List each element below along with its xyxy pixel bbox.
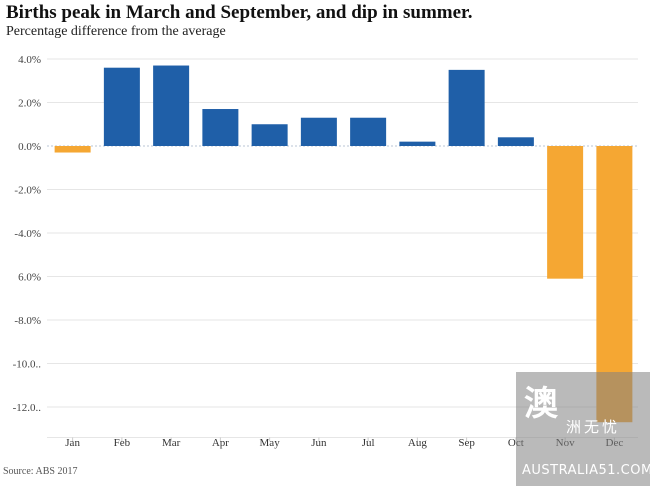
y-axis-ticks: 4.0% 2.0% 0.0% -2.0% -4.0% 6.0% -8.0% -10.0.. -1… [13, 54, 42, 414]
bar-sep [448, 69, 485, 146]
y-tick-label: -2.0% [14, 185, 41, 197]
x-tick-label: Apr [212, 437, 229, 449]
x-tick-label: Jul [362, 437, 375, 449]
watermark-chinese-text: 洲无忧 [566, 418, 621, 436]
bar-jan [54, 146, 91, 153]
bar-nov [547, 146, 584, 279]
x-tick-label: Mar [162, 437, 181, 449]
x-tick-label: Jun [311, 437, 327, 449]
source-note: Source: ABS 2017 [3, 466, 78, 477]
y-tick-label: 2.0% [18, 98, 41, 110]
bars [54, 65, 633, 423]
chart-subtitle: Percentage difference from the average [6, 24, 226, 39]
y-tick-label: 4.0% [18, 54, 41, 66]
bar-oct [497, 137, 534, 146]
bar-mar [153, 65, 190, 146]
bar-aug [399, 141, 436, 146]
y-tick-label: 6.0% [18, 272, 41, 284]
bar-apr [202, 109, 239, 146]
x-tick-label: May [260, 437, 281, 449]
x-tick-label: Sep [458, 437, 475, 449]
chart-title: Births peak in March and September, and … [6, 2, 473, 23]
bar-may [251, 124, 288, 146]
watermark-logo: 澳 洲无忧 AUSTRALIA51.COM [516, 372, 650, 486]
watermark-text: AUSTRALIA51.COM [522, 463, 650, 478]
watermark-logo-glyph: 澳 [524, 384, 558, 424]
bar-feb [103, 67, 140, 146]
y-tick-label: -4.0% [14, 228, 41, 240]
bar-jul [350, 117, 387, 146]
y-tick-label: -12.0.. [13, 402, 42, 414]
x-tick-label: Jan [65, 437, 80, 449]
y-tick-label: -8.0% [14, 315, 41, 327]
x-tick-label: Aug [408, 437, 427, 449]
y-tick-label: 0.0% [18, 141, 41, 153]
x-tick-label: Feb [114, 437, 131, 449]
y-tick-label: -10.0.. [13, 359, 42, 371]
bar-jun [300, 117, 337, 146]
